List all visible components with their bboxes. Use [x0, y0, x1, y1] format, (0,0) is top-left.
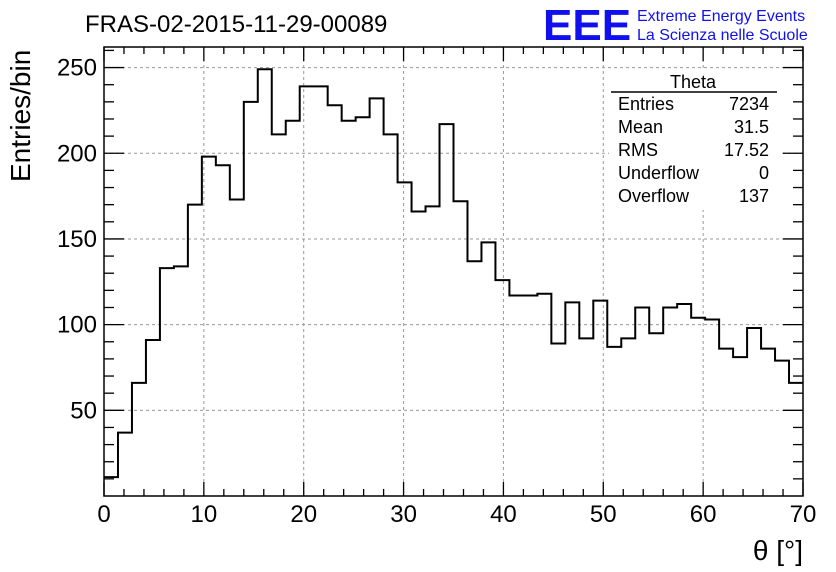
histogram-bin: [495, 280, 509, 496]
histogram-bin: [481, 242, 495, 496]
histogram-bin: [230, 200, 244, 496]
stats-value: 137: [739, 186, 769, 206]
stats-title: Theta: [670, 72, 717, 92]
histogram-bin: [663, 307, 677, 496]
histogram-bin: [635, 307, 649, 496]
x-tick-label: 0: [97, 501, 110, 528]
histogram-bin: [649, 333, 663, 496]
histogram-bin: [733, 357, 747, 496]
histogram-bin: [593, 301, 607, 496]
histogram-bin: [467, 261, 481, 496]
stats-value: 31.5: [734, 117, 769, 137]
histogram-bin: [384, 134, 398, 496]
histogram-bin: [342, 121, 356, 496]
logo-line1: Extreme Energy Events: [637, 8, 805, 25]
histogram-bin: [551, 343, 565, 496]
plot-frame: [103, 46, 804, 497]
stats-value: 0: [759, 163, 769, 183]
histogram-bin: [202, 157, 216, 496]
histogram-bin: [440, 124, 454, 496]
stats-label: Underflow: [618, 163, 700, 183]
x-tick-label: 60: [690, 501, 717, 528]
histogram-bin: [356, 117, 370, 496]
stats-label: RMS: [618, 140, 658, 160]
histogram-bin: [454, 201, 468, 496]
stats-label: Overflow: [618, 186, 690, 206]
logo-line2: La Scienza nelle Scuole: [637, 27, 808, 44]
x-tick-label: 20: [290, 501, 317, 528]
histogram-bin: [286, 121, 300, 496]
histogram-bin: [761, 349, 775, 496]
y-tick-label: 200: [57, 140, 97, 167]
histogram-bin: [719, 349, 733, 496]
eee-logo: EEE Extreme Energy Events La Scienza nel…: [543, 1, 808, 50]
histogram-bin: [118, 433, 132, 496]
histogram-bin: [314, 86, 328, 496]
histogram-bin: [272, 134, 286, 496]
x-axis: 0 10 20 30 40 50 60 70: [97, 47, 816, 528]
histogram-bin: [132, 383, 146, 496]
histogram-bin: [216, 165, 230, 496]
y-tick-label: 50: [70, 397, 97, 424]
histogram-outline: [104, 68, 803, 479]
histogram-bin: [579, 338, 593, 496]
histogram-bin: [509, 295, 523, 496]
histogram-bin: [537, 294, 551, 496]
chart-title: FRAS-02-2015-11-29-00089: [85, 11, 387, 38]
histogram-bin: [258, 69, 272, 496]
x-axis-label: θ [°]: [753, 535, 803, 566]
histogram-bin: [300, 86, 314, 496]
stats-label: Mean: [618, 117, 663, 137]
histogram-bin: [523, 295, 537, 496]
histogram-bin: [412, 212, 426, 496]
y-axis: 50 100 150 200 250: [57, 49, 803, 480]
histogram-bin: [188, 205, 202, 496]
y-tick-label: 150: [57, 226, 97, 253]
histogram-bin: [370, 98, 384, 496]
x-tick-label: 10: [191, 501, 218, 528]
y-axis-label: Entries/bin: [5, 50, 36, 182]
histogram-series: [104, 68, 803, 496]
histogram-bin: [104, 477, 118, 496]
stats-value: 7234: [729, 94, 769, 114]
x-tick-label: 30: [390, 501, 417, 528]
stats-value: 17.52: [724, 140, 769, 160]
histogram-bin: [426, 206, 440, 496]
histogram-bin: [244, 102, 258, 496]
histogram-bin: [691, 318, 705, 496]
histogram-bin: [160, 268, 174, 496]
histogram-bin: [775, 361, 789, 496]
stats-box-bg: [609, 70, 779, 210]
x-tick-label: 70: [790, 501, 817, 528]
histogram-bin: [565, 302, 579, 496]
histogram-bin: [621, 338, 635, 496]
histogram-bin: [398, 182, 412, 496]
x-tick-label: 50: [590, 501, 617, 528]
x-tick-label: 40: [490, 501, 517, 528]
stats-label: Entries: [618, 94, 674, 114]
histogram-bin: [677, 304, 691, 496]
histogram-bin: [174, 266, 188, 496]
histogram-bin: [146, 340, 160, 496]
histogram-bin: [607, 347, 621, 496]
y-tick-label: 250: [57, 55, 97, 82]
histogram-bin: [705, 319, 719, 496]
y-tick-label: 100: [57, 312, 97, 339]
histogram-bin: [747, 328, 761, 496]
histogram-bin: [328, 105, 342, 496]
logo-mark: EEE: [543, 1, 631, 50]
